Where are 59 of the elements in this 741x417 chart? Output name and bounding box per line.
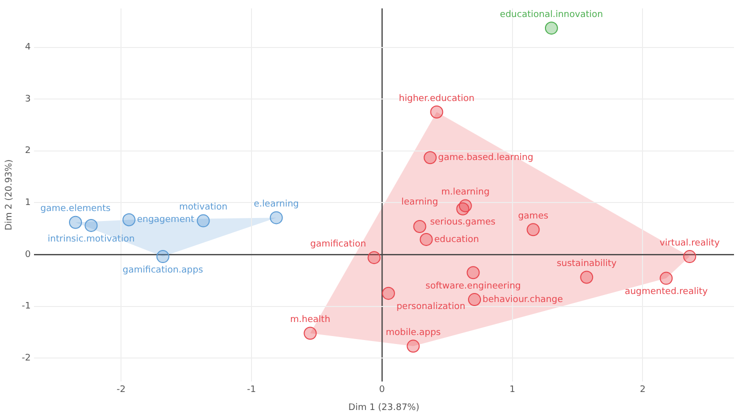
x-tick-label: -1 [247, 385, 256, 396]
annotation: augmented.reality [624, 287, 708, 298]
point [196, 214, 210, 228]
x-tick-label: 0 [379, 385, 386, 396]
annotation: virtual.reality [660, 238, 720, 248]
point [430, 106, 444, 119]
annotation: education [434, 234, 479, 245]
annotation: engagement [136, 215, 195, 226]
y-tick-label: -2 [22, 353, 31, 364]
point [660, 272, 673, 285]
x-tick-label: 2 [640, 385, 646, 396]
annotation: software.engineering [426, 281, 521, 292]
y-tick-label: 0 [25, 250, 32, 260]
annotation: m.learning [441, 188, 490, 198]
annotation: educational.innovation [500, 10, 603, 20]
annotation: m.health [290, 315, 330, 326]
annotation: intrinsic.motivation [48, 234, 135, 244]
point [122, 213, 136, 226]
point [156, 250, 170, 264]
x-axis-title: Dim 1 (23.87%) [348, 402, 420, 413]
x-tick-label: -2 [116, 385, 126, 396]
point [84, 218, 98, 232]
point [683, 250, 696, 264]
point [456, 202, 470, 216]
point [304, 326, 317, 340]
annotation: game.based.learning [438, 152, 534, 163]
point [526, 223, 540, 236]
annotation: learning [401, 197, 438, 208]
point [368, 251, 381, 264]
y-tick-label: 4 [25, 42, 32, 53]
point [424, 151, 437, 164]
point [580, 270, 594, 284]
annotation: behaviour.change [482, 294, 564, 305]
annotation: higher.education [398, 94, 474, 104]
point [382, 286, 395, 300]
annotation: e.learning [254, 200, 299, 210]
annotation: game.elements [40, 204, 111, 214]
x-tick-label: 1 [509, 385, 516, 396]
point [544, 22, 558, 35]
annotation: serious.games [430, 218, 496, 228]
point [413, 220, 426, 233]
annotation: games [518, 211, 549, 222]
point [270, 211, 283, 224]
annotation: mobile.apps [386, 328, 442, 338]
annotation: personalization [396, 302, 466, 312]
y-tick-label: 1 [25, 198, 31, 208]
point [69, 216, 82, 229]
annotation: motivation [179, 202, 228, 213]
annotation: sustainability [556, 259, 618, 270]
annotation: gamification [310, 239, 366, 250]
point [406, 340, 420, 353]
point [420, 232, 433, 246]
point [466, 266, 480, 280]
annotation: gamification.apps [122, 265, 204, 276]
y-tick-label: 3 [25, 94, 31, 104]
point [468, 293, 482, 306]
y-tick-label: 2 [25, 146, 31, 156]
y-axis-title: Dim 2 (20.93%) [4, 159, 15, 230]
y-tick-label: -1 [22, 302, 31, 312]
